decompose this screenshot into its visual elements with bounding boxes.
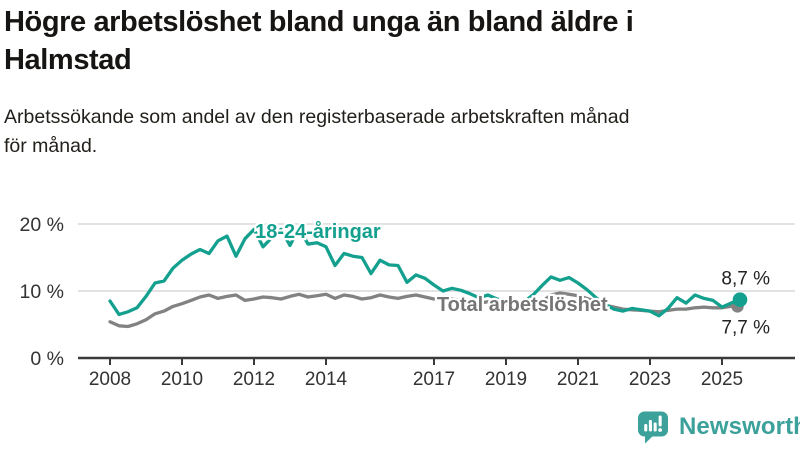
brand-name: Newsworthy (679, 413, 800, 440)
series-label-1: Total arbetslöshet (437, 294, 608, 316)
y-tick-label: 20 % (20, 214, 64, 236)
end-value-label-0: 8,7 % (721, 269, 770, 290)
header: Högre arbetslöshet bland unga än bland ä… (4, 4, 784, 160)
x-tick-label: 2008 (89, 369, 131, 390)
brand-footer: Newsworthy (636, 409, 800, 445)
line-chart: 0 % 10 % 20 % 2008 2010 2012 2014 2017 2019 2021 2… (20, 214, 795, 390)
y-tick-label: 10 % (20, 281, 64, 303)
newsworthy-logo-icon (638, 411, 668, 444)
x-tick-label: 2023 (629, 369, 671, 390)
series-label-0: 18-24-åringar (255, 220, 381, 243)
subtitle-line-1: Arbetssökande som andel av den registerb… (4, 106, 630, 129)
x-tick-label: 2019 (485, 369, 527, 390)
series-end-dot-0 (732, 292, 748, 308)
title-line-2: Halmstad (4, 43, 132, 76)
page-subtitle: Arbetssökande som andel av den registerb… (4, 103, 784, 160)
x-tick-label: 2017 (413, 369, 455, 390)
x-tick-label: 2010 (161, 369, 203, 390)
x-tick-label: 2021 (557, 369, 599, 390)
logo-exclamation-bar (658, 415, 662, 427)
series-line-0 (108, 226, 742, 318)
end-value-label-1: 7,7 % (721, 317, 770, 338)
title-line-1: Högre arbetslöshet bland unga än bland ä… (4, 6, 634, 38)
logo-bar-1 (644, 424, 648, 432)
logo-bar-2 (648, 420, 652, 432)
subtitle-line-2: för månad. (4, 134, 98, 157)
x-tick-label: 2012 (233, 369, 275, 390)
y-tick-label: 0 % (30, 348, 64, 370)
page-title: Högre arbetslöshet bland unga än bland ä… (4, 4, 784, 79)
logo-exclamation-dot (658, 428, 663, 432)
x-tick-label: 2025 (701, 369, 743, 390)
x-tick-label: 2014 (305, 369, 348, 390)
logo-bar-3 (653, 422, 657, 432)
